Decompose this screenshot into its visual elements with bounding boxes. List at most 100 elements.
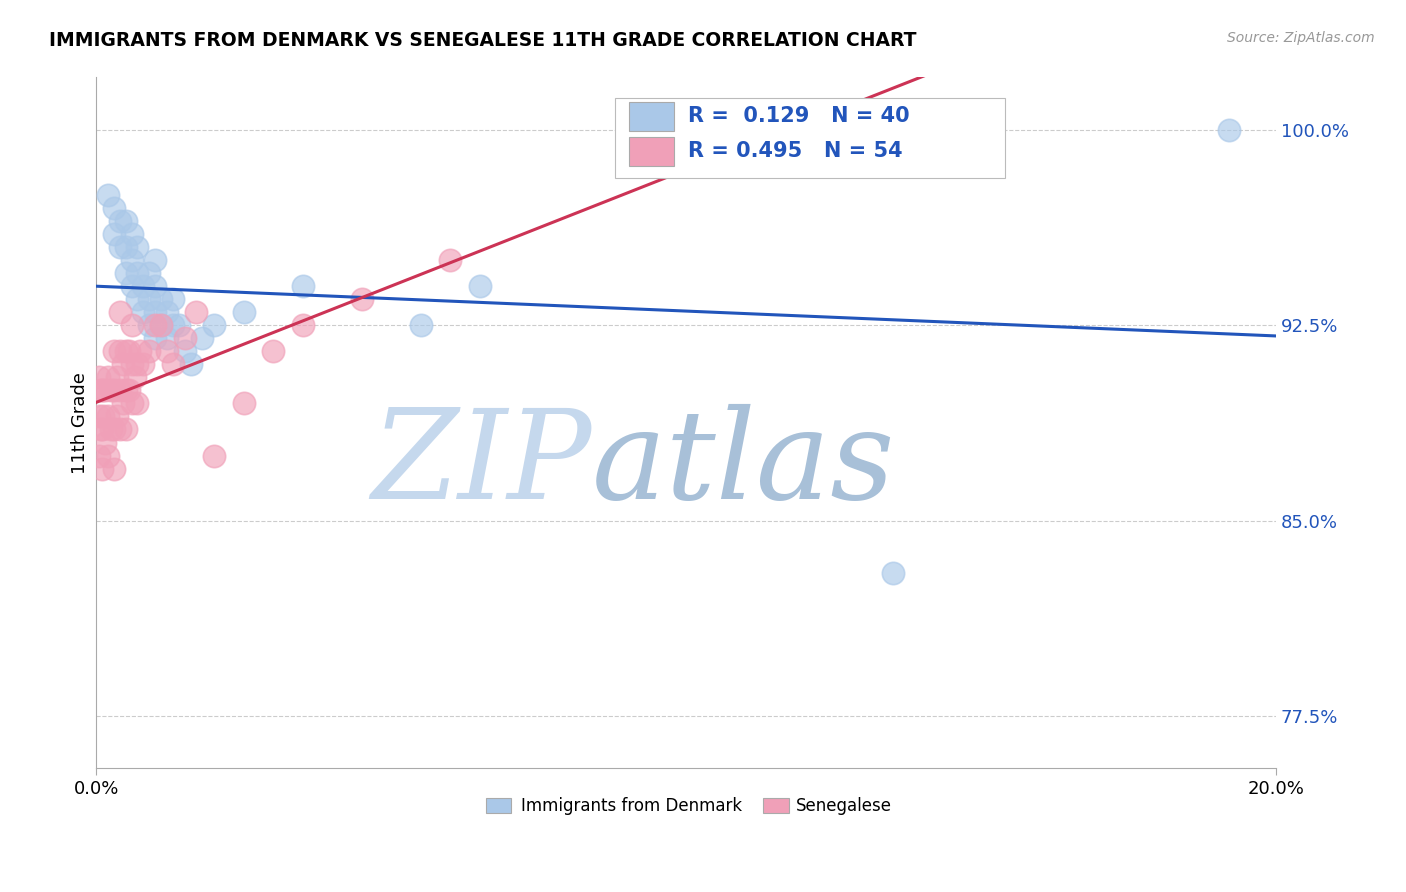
Point [108,422,131,436]
Point [143,252,166,267]
Point [143,318,166,333]
FancyBboxPatch shape [763,798,789,814]
Point [138,266,160,280]
Point [114,384,136,398]
Point [89,449,111,463]
Text: R = 0.495   N = 54: R = 0.495 N = 54 [689,141,903,161]
Point [138,292,160,306]
Point [468,279,491,293]
Point [124,370,146,384]
Point [97,409,120,424]
Point [111,396,134,410]
Point [103,201,125,215]
Point [108,214,131,228]
Point [882,566,904,580]
Point [156,305,179,319]
Point [105,370,128,384]
Point [100,422,122,436]
Point [143,279,166,293]
Text: Senegalese: Senegalese [796,797,891,814]
Point [108,344,131,359]
Point [180,357,202,371]
Point [132,305,155,319]
Point [150,292,173,306]
Point [91,422,114,436]
Point [156,331,179,345]
Point [114,344,136,359]
Point [262,344,284,359]
Point [90,384,112,398]
Point [127,266,149,280]
Point [409,318,432,333]
Point [350,292,373,306]
Point [121,318,143,333]
Point [291,318,314,333]
Point [121,396,143,410]
Point [89,409,111,424]
Point [103,461,125,475]
Point [91,461,114,475]
Point [232,305,254,319]
Point [138,344,160,359]
Point [111,357,134,371]
Point [127,357,149,371]
Point [108,305,131,319]
Point [114,240,136,254]
Point [121,279,143,293]
Point [108,240,131,254]
Point [97,370,120,384]
Point [103,422,125,436]
Point [127,292,149,306]
Point [108,384,131,398]
Point [1218,122,1240,136]
Point [91,384,114,398]
Text: Immigrants from Denmark: Immigrants from Denmark [520,797,742,814]
Point [186,305,208,319]
Point [103,384,125,398]
Point [90,422,112,436]
Point [173,331,195,345]
Point [114,266,136,280]
Point [91,409,114,424]
Point [156,344,179,359]
Point [191,331,214,345]
Point [94,384,117,398]
Point [103,344,125,359]
Point [97,449,120,463]
Point [94,435,117,450]
Point [132,279,155,293]
Point [167,318,190,333]
Point [127,240,149,254]
Point [117,384,139,398]
Point [162,318,184,333]
Point [121,252,143,267]
Point [105,409,128,424]
Point [173,344,195,359]
Point [162,292,184,306]
Text: Source: ZipAtlas.com: Source: ZipAtlas.com [1227,31,1375,45]
Point [202,318,225,333]
Point [132,357,155,371]
Point [97,187,120,202]
Point [114,422,136,436]
Point [439,252,461,267]
Point [117,344,139,359]
Point [138,318,160,333]
Point [150,318,173,333]
FancyBboxPatch shape [630,103,675,131]
Point [121,227,143,241]
FancyBboxPatch shape [630,136,675,166]
Text: ZIP: ZIP [371,403,592,525]
Point [103,227,125,241]
Text: R =  0.129   N = 40: R = 0.129 N = 40 [689,106,910,126]
Point [100,384,122,398]
Text: atlas: atlas [592,403,896,525]
Point [150,318,173,333]
FancyBboxPatch shape [616,98,1005,178]
Point [232,396,254,410]
Point [129,344,152,359]
FancyBboxPatch shape [485,798,512,814]
Point [162,357,184,371]
Point [143,305,166,319]
Point [89,370,111,384]
